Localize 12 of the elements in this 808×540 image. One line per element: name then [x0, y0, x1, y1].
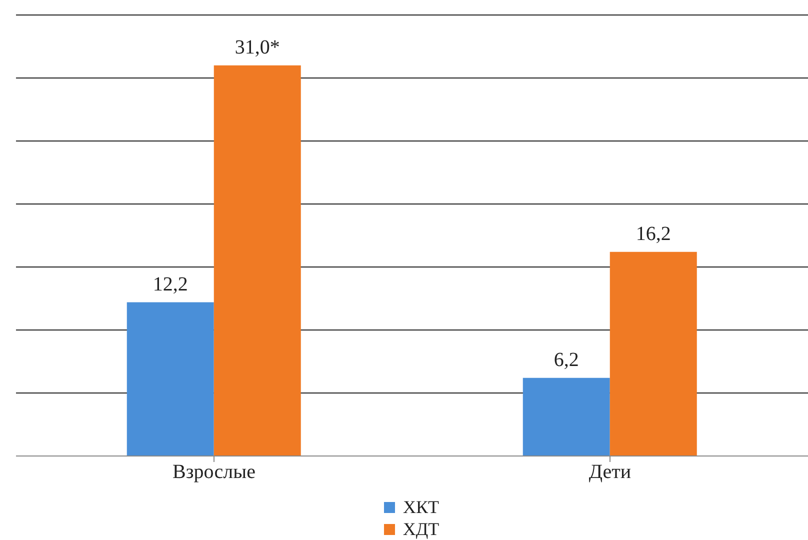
x-tick-label: Взрослые: [172, 461, 256, 484]
legend-label: ХДТ: [402, 518, 440, 540]
data-label: 31,0*: [234, 36, 280, 58]
bar: [610, 252, 697, 456]
bar: [522, 378, 610, 456]
legend-label: ХКТ: [403, 496, 439, 518]
bar: [214, 65, 301, 456]
data-label: 16,2: [636, 222, 671, 245]
x-tick-label: Дети: [588, 461, 632, 484]
bar: [126, 302, 214, 456]
data-label: 12,2: [152, 273, 188, 296]
data-label: 6,2: [554, 348, 579, 371]
